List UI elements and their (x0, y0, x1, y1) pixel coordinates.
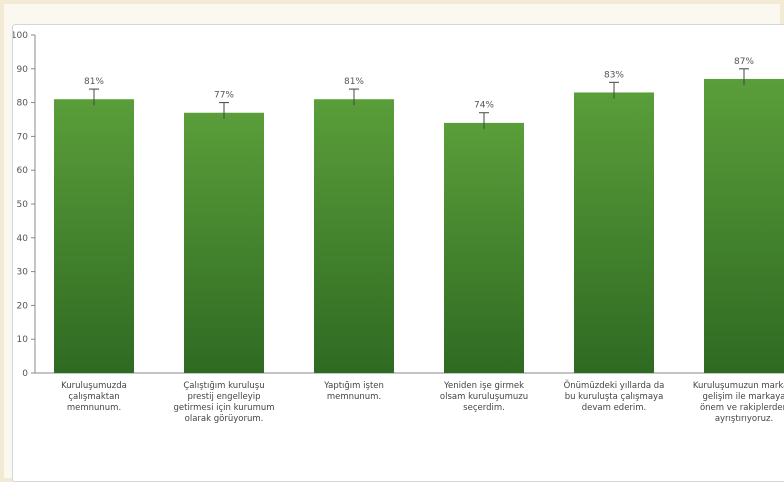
bar (444, 122, 524, 373)
y-tick-label: 100 (13, 31, 28, 41)
y-tick-label: 60 (17, 166, 29, 176)
y-tick-label: 30 (17, 268, 29, 278)
bar (184, 112, 264, 374)
bar (574, 92, 654, 374)
y-tick-label: 0 (22, 369, 28, 379)
category-label: Kuruluşumuzun markası gelişim ile markay… (692, 381, 784, 424)
y-tick-label: 10 (17, 335, 29, 345)
y-tick-label: 50 (17, 200, 29, 210)
bar-chart: 0 10 20 30 40 50 60 70 80 90 100 81% 77% 81% 74% 83% 87% (13, 31, 784, 379)
category-label: Önümüzdeki yıllarda da bu kuruluşta çalı… (563, 381, 665, 413)
y-tick-label: 40 (17, 234, 29, 244)
category-label: Yeniden işe girmek olsam kuruluşumuzu se… (439, 381, 529, 413)
y-tick-label: 80 (17, 99, 29, 109)
data-label: 74% (474, 101, 494, 111)
bar (704, 78, 784, 373)
bar (314, 99, 394, 373)
data-label: 87% (734, 57, 754, 67)
data-label: 81% (84, 77, 104, 87)
category-label: Kuruluşumuzda çalışmaktan memnunum. (61, 381, 127, 413)
category-label: Çalıştığım kuruluşu prestij engelleyip g… (173, 381, 275, 424)
data-label: 83% (604, 70, 624, 80)
y-tick-label: 90 (17, 65, 29, 75)
category-label: Yaptığım işten memnunum. (324, 381, 384, 402)
data-label: 77% (214, 91, 234, 101)
y-tick-label: 20 (17, 301, 29, 311)
data-label: 81% (344, 77, 364, 87)
plot-panel: 0 10 20 30 40 50 60 70 80 90 100 81% 77% 81% 74% 83% 87%… (12, 24, 784, 482)
bar (54, 99, 134, 373)
chart-frame: 0 10 20 30 40 50 60 70 80 90 100 81% 77% 81% 74% 83% 87%… (4, 4, 784, 482)
y-tick-label: 70 (17, 132, 29, 142)
